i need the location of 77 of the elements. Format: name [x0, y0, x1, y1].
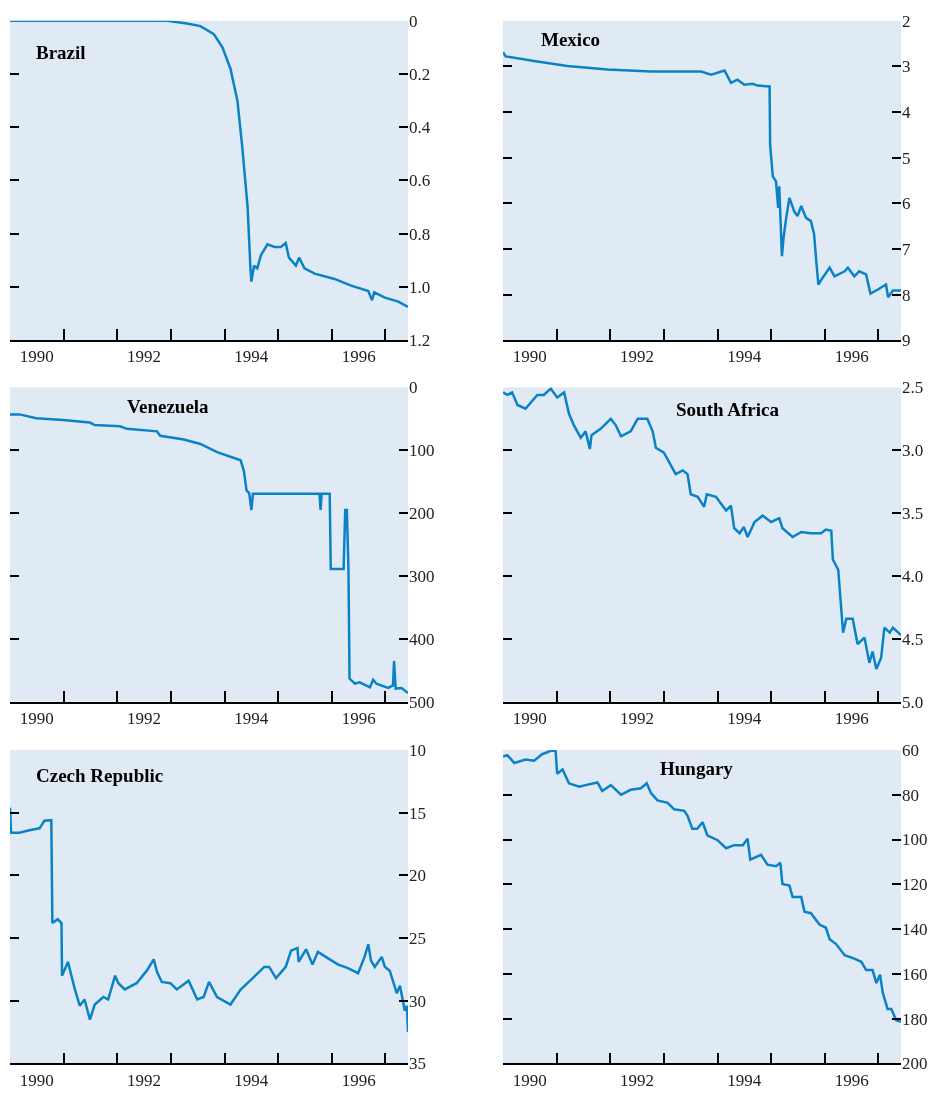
x-tick-label: 1996: [341, 347, 376, 367]
line-series: [503, 387, 901, 671]
x-tick-label: 1992: [127, 1070, 162, 1090]
x-tick-label: 1990: [19, 1070, 54, 1090]
x-tick-label: 1992: [620, 708, 655, 728]
y-tick-label: 140: [902, 920, 928, 940]
y-tick-label: 25: [409, 929, 426, 948]
x-tick-label: 1990: [19, 708, 54, 728]
y-tick-label: 0: [409, 378, 418, 398]
y-tick-label: 3.5: [902, 504, 924, 524]
line-series: [503, 749, 901, 1024]
y-tick-label: 0.2: [409, 64, 431, 84]
text: South Africa: [676, 399, 780, 420]
text: Venezuela: [127, 396, 210, 417]
x-tick-label: 1996: [834, 347, 869, 367]
y-tick-label: 180: [902, 1009, 928, 1029]
y-tick-label: 20: [409, 866, 426, 886]
x-tick-label: 1996: [341, 708, 376, 728]
y-tick-label: 1.0: [409, 277, 431, 297]
y-tick-label: 100: [409, 441, 435, 461]
y-tick-label: 2: [902, 11, 911, 31]
x-tick-label: 1990: [512, 1070, 547, 1090]
y-tick-label: 100: [902, 830, 928, 850]
y-tick-label: 2.5: [902, 378, 924, 398]
x-tick-label: 1994: [727, 1070, 762, 1090]
y-tick-label: 4: [902, 102, 911, 122]
x-tick-label: 1994: [727, 347, 762, 367]
x-tick-label: 1996: [834, 708, 869, 728]
y-tick-label: 200: [902, 1054, 928, 1074]
y-tick-label: 5.0: [902, 692, 924, 712]
x-tick-label: 1996: [341, 1070, 376, 1090]
y-tick-label: 120: [902, 875, 928, 895]
x-tick-label: 1992: [620, 347, 655, 367]
y-tick-label: 3.0: [902, 441, 924, 461]
x-tick-label: 1990: [512, 347, 547, 367]
y-tick-label: 0.8: [409, 224, 431, 244]
y-tick-label: 15: [409, 803, 426, 823]
text: Brazil: [36, 42, 86, 63]
y-tick-label: 160: [902, 964, 928, 984]
x-tick-label: 1992: [127, 347, 162, 367]
x-tick-label: 1992: [127, 708, 162, 728]
y-tick-label: 400: [409, 629, 435, 649]
y-tick-label: 200: [409, 504, 435, 524]
line-series: [10, 806, 408, 1034]
line-series: [10, 413, 408, 695]
y-tick-label: 4.5: [902, 629, 924, 649]
chart-title: Mexico: [541, 29, 601, 50]
y-tick-label: 4.0: [902, 566, 924, 586]
x-tick-label: 1992: [620, 1070, 655, 1090]
y-tick-label: 9: [902, 331, 911, 351]
y-tick-label: 1.2: [409, 331, 431, 351]
line-series: [503, 51, 901, 299]
y-tick-label: 0: [409, 11, 418, 31]
text: Czech Republic: [36, 765, 164, 786]
x-tick-label: 1994: [234, 708, 269, 728]
y-tick-label: 60: [902, 740, 919, 760]
chart-title: Hungary: [660, 758, 734, 779]
y-tick-label: 8: [902, 285, 911, 305]
y-tick-label: 0.6: [409, 171, 431, 191]
y-tick-label: 7: [902, 239, 911, 259]
x-tick-label: 1990: [512, 708, 547, 728]
y-tick-label: 500: [409, 692, 435, 712]
x-tick-label: 1994: [234, 1070, 269, 1090]
y-tick-label: 35: [409, 1054, 426, 1074]
y-tick-label: 6: [902, 194, 911, 214]
x-tick-label: 1994: [727, 708, 762, 728]
y-tick-label: 3: [902, 57, 911, 77]
y-tick-label: 10: [409, 740, 426, 760]
x-tick-label: 1996: [834, 1070, 869, 1090]
y-tick-label: 5: [902, 148, 911, 168]
y-tick-label: 30: [409, 991, 426, 1011]
y-tick-label: 0.4: [409, 118, 431, 138]
line-series: [10, 20, 408, 309]
x-tick-label: 1994: [234, 347, 269, 367]
x-tick-label: 1990: [19, 347, 54, 367]
y-tick-label: 300: [409, 566, 435, 586]
y-tick-label: 80: [902, 785, 919, 805]
